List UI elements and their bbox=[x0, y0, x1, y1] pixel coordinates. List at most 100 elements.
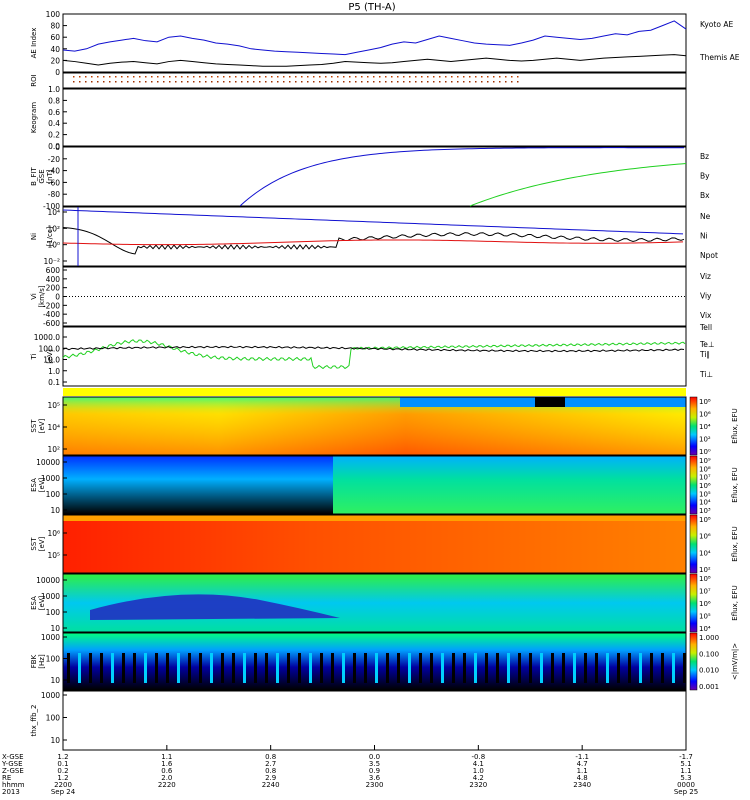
roi-dot bbox=[445, 81, 447, 83]
time-row-1-label: 1.6 bbox=[161, 760, 173, 768]
esa-e-colorbar-label: 10⁴ bbox=[699, 499, 711, 507]
fbk-stripe bbox=[276, 653, 279, 683]
roi-dot bbox=[289, 76, 291, 78]
roi-dot bbox=[307, 76, 309, 78]
roi-dot bbox=[163, 76, 165, 78]
roi-dot bbox=[205, 76, 207, 78]
esa-e-colorbar-label: 10⁶ bbox=[699, 482, 711, 490]
roi-dot bbox=[307, 81, 309, 83]
fbk-stripe bbox=[122, 653, 125, 683]
roi-dot bbox=[283, 76, 285, 78]
time-left-label-3: RE bbox=[2, 774, 11, 782]
roi-dot bbox=[409, 81, 411, 83]
roi-dot bbox=[283, 81, 285, 83]
roi-dot bbox=[79, 81, 81, 83]
ti-series-tell bbox=[62, 345, 685, 353]
roi-dot bbox=[337, 76, 339, 78]
ti-tick-label: 0.1 bbox=[48, 378, 60, 387]
fbk-stripe bbox=[364, 653, 367, 683]
roi-dot bbox=[481, 81, 483, 83]
roi-dot bbox=[145, 76, 147, 78]
ae-panel-frame bbox=[62, 13, 687, 73]
roi-dot bbox=[277, 81, 279, 83]
roi-dot bbox=[151, 81, 153, 83]
roi-dot bbox=[235, 76, 237, 78]
fbk-stripe bbox=[496, 653, 499, 683]
ffb-tick-label: 10 bbox=[50, 736, 60, 745]
roi-dot bbox=[139, 81, 141, 83]
roi-panel-frame bbox=[62, 72, 687, 89]
roi-dot bbox=[493, 81, 495, 83]
fbk-stripe bbox=[584, 653, 587, 683]
esa-e-colorbar-label: 10⁵ bbox=[699, 490, 711, 498]
fbk-stripe bbox=[386, 653, 389, 683]
fbk-tick-label: 1000 bbox=[41, 633, 60, 642]
time-row-3-label: 2.9 bbox=[265, 774, 276, 782]
roi-dot bbox=[325, 76, 327, 78]
roi-dot bbox=[379, 76, 381, 78]
roi-dot bbox=[439, 81, 441, 83]
sst-e-colorbar-title: Eflux, EFU bbox=[731, 408, 739, 443]
roi-dot bbox=[181, 81, 183, 83]
time-left-label-1: Y-GSE bbox=[1, 760, 23, 768]
fbk-stripe bbox=[606, 653, 609, 683]
esa-i-ylabel: [eV] bbox=[38, 595, 46, 610]
bfit-legend-1: By bbox=[700, 171, 710, 180]
roi-dot bbox=[73, 81, 75, 83]
roi-dot bbox=[415, 81, 417, 83]
roi-dot bbox=[463, 76, 465, 78]
roi-dot bbox=[241, 76, 243, 78]
sst-i-tick-label: 10⁶ bbox=[47, 529, 60, 538]
ae-tick-label: 0 bbox=[55, 68, 60, 77]
fbk-stripe bbox=[419, 653, 422, 683]
fbk-stripe bbox=[243, 653, 246, 683]
fbk-stripe bbox=[628, 653, 631, 683]
roi-dot bbox=[217, 81, 219, 83]
fbk-stripe bbox=[199, 653, 202, 683]
time-row-3-label: 5.3 bbox=[680, 774, 691, 782]
vi-tick-label: -600 bbox=[43, 319, 60, 328]
time-tick-label: 0000 bbox=[677, 781, 695, 789]
roi-dot bbox=[439, 76, 441, 78]
esa-e-colorbar-label: 10⁷ bbox=[699, 474, 711, 482]
vi-tick-label: 400 bbox=[46, 275, 61, 284]
fbk-stripe bbox=[133, 653, 136, 683]
esa-e-tick-label: 10000 bbox=[36, 458, 60, 467]
roi-dot bbox=[475, 76, 477, 78]
roi-dot bbox=[211, 76, 213, 78]
fbk-stripe bbox=[221, 653, 224, 683]
roi-dot bbox=[319, 76, 321, 78]
roi-dot bbox=[181, 76, 183, 78]
roi-dot bbox=[415, 76, 417, 78]
roi-dot bbox=[517, 81, 519, 83]
esa-i-colorbar bbox=[689, 573, 698, 633]
fbk-stripe bbox=[441, 653, 444, 683]
ni-legend-2: Npot bbox=[700, 251, 718, 260]
time-row-0-label: -1.7 bbox=[679, 753, 693, 761]
sst-i-ylabel: [eV] bbox=[38, 536, 46, 551]
ae-tick-label: 60 bbox=[50, 33, 60, 42]
fbk-stripe bbox=[331, 653, 334, 683]
roi-dot bbox=[253, 81, 255, 83]
roi-dot bbox=[301, 76, 303, 78]
roi-dot bbox=[235, 81, 237, 83]
sst-e-colorbar bbox=[689, 396, 698, 456]
time-row-2-label: 0.8 bbox=[265, 767, 276, 775]
fbk-tick-label: 100 bbox=[46, 655, 61, 664]
ffb-ylabel: thx_ffb_2 bbox=[30, 704, 38, 736]
ti-panel-frame bbox=[62, 326, 687, 387]
roi-dot bbox=[367, 81, 369, 83]
roi-dot bbox=[271, 76, 273, 78]
roi-dot bbox=[493, 76, 495, 78]
roi-dot bbox=[457, 76, 459, 78]
fbk-stripe bbox=[144, 653, 147, 683]
ni-tick-label: 10⁻² bbox=[43, 257, 60, 266]
roi-dot bbox=[79, 76, 81, 78]
roi-dot bbox=[367, 76, 369, 78]
time-row-2-label: 0.6 bbox=[161, 767, 173, 775]
time-row-0-label: -0.8 bbox=[471, 753, 485, 761]
vi-tick-label: -200 bbox=[43, 301, 60, 310]
ae-tick-label: 100 bbox=[46, 10, 61, 19]
